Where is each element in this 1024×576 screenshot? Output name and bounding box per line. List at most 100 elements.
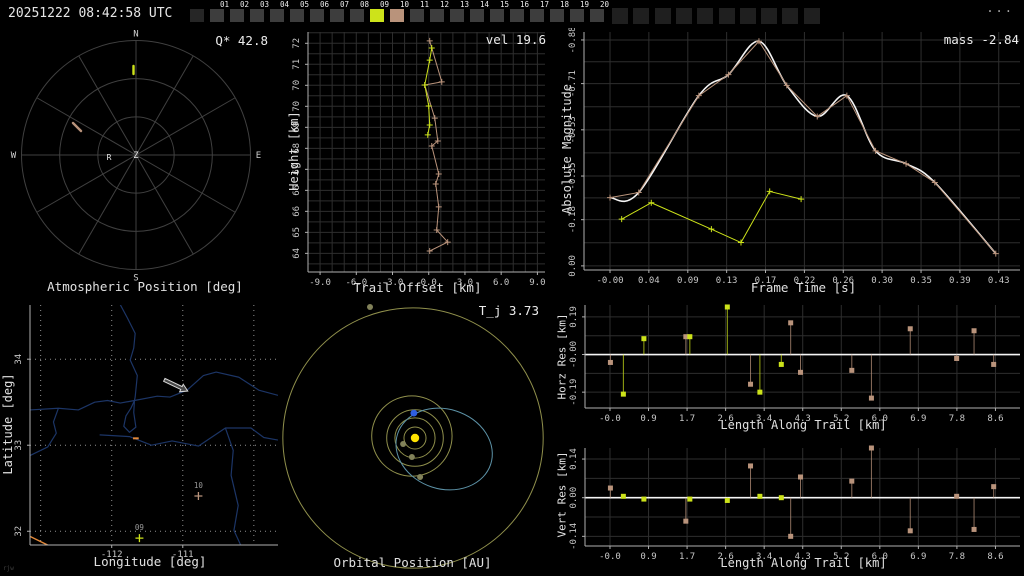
- tab-09-swatch[interactable]: [370, 9, 384, 22]
- tab-slot-empty[interactable]: [612, 8, 628, 24]
- svg-text:32: 32: [14, 526, 24, 537]
- tab-16-swatch[interactable]: [510, 9, 524, 22]
- panel-ground-map: -112 -111 34 33 32 09 10 Longitude [deg] Latit…: [0, 298, 280, 576]
- svg-text:0.00: 0.00: [569, 487, 579, 509]
- tab-08-swatch[interactable]: [350, 9, 364, 22]
- svg-text:-3.0: -3.0: [382, 278, 404, 288]
- tab-13-swatch[interactable]: [450, 9, 464, 22]
- svg-text:Z: Z: [133, 151, 139, 161]
- tab-07-swatch[interactable]: [330, 9, 344, 22]
- tab-17-label: 17: [539, 0, 549, 9]
- svg-text:4.3: 4.3: [795, 414, 811, 424]
- svg-text:72: 72: [292, 38, 302, 49]
- tab-19[interactable]: 19: [570, 0, 589, 26]
- tab-blank[interactable]: [190, 9, 204, 22]
- tab-18-swatch[interactable]: [550, 9, 564, 22]
- tab-03[interactable]: 03: [250, 0, 269, 26]
- svg-text:6.9: 6.9: [910, 414, 926, 424]
- tab-05-swatch[interactable]: [290, 9, 304, 22]
- tab-18-label: 18: [559, 0, 569, 9]
- svg-text:-0.0: -0.0: [599, 414, 621, 424]
- svg-text:66: 66: [292, 206, 302, 217]
- tab-02-swatch[interactable]: [230, 9, 244, 22]
- svg-text:6.0: 6.0: [493, 278, 509, 288]
- trail-offset-plot: -9.0 -6.0 -3.0 0.0 3.0 6.0 9.0 72 71 70 70 69 68 67 66…: [292, 32, 546, 288]
- tab-slot-empty[interactable]: [633, 8, 649, 24]
- svg-text:-111: -111: [172, 550, 194, 560]
- tab-slot-empty[interactable]: [655, 8, 671, 24]
- panel-atmospheric-position: N E S W Z R Q* 42.8 Atmospheric Position [deg…: [0, 28, 290, 298]
- horz-res-plot: -0.0 0.9 1.7 2.6 3.4 4.3 5.2 6.0 6.9 7.8 8.6 0.19 -0…: [569, 304, 1020, 424]
- svg-text:R: R: [107, 153, 112, 162]
- tab-07[interactable]: 07: [330, 0, 349, 26]
- tab-15-label: 15: [499, 0, 509, 9]
- orbit-plot: [282, 303, 544, 569]
- svg-text:2.6: 2.6: [717, 552, 733, 562]
- tab-19-swatch[interactable]: [570, 9, 584, 22]
- tab-slot-empty[interactable]: [697, 8, 713, 24]
- tab-11[interactable]: 11: [410, 0, 429, 26]
- tab-06[interactable]: 06: [310, 0, 329, 26]
- tab-12-swatch[interactable]: [430, 9, 444, 22]
- svg-text:0.26: 0.26: [832, 276, 854, 286]
- tab-06-swatch[interactable]: [310, 9, 324, 22]
- svg-text:-112: -112: [101, 550, 123, 560]
- tab-20-swatch[interactable]: [590, 9, 604, 22]
- svg-text:N: N: [133, 30, 138, 40]
- tab-20[interactable]: 20: [590, 0, 609, 26]
- tab-08[interactable]: 08: [350, 0, 369, 26]
- svg-text:-0.14: -0.14: [569, 523, 579, 550]
- svg-text:0.35: 0.35: [910, 276, 932, 286]
- tab-12[interactable]: 12: [430, 0, 449, 26]
- svg-text:67: 67: [292, 164, 302, 175]
- tab-02[interactable]: 02: [230, 0, 249, 26]
- tab-11-swatch[interactable]: [410, 9, 424, 22]
- tab-09-label: 09: [379, 0, 389, 9]
- svg-text:1.7: 1.7: [679, 414, 695, 424]
- map-xlabel: Longitude [deg]: [93, 554, 207, 569]
- tab-14[interactable]: 14: [470, 0, 489, 26]
- tab-14-swatch[interactable]: [470, 9, 484, 22]
- svg-text:0.19: 0.19: [569, 306, 579, 328]
- tab-01[interactable]: 01: [210, 0, 229, 26]
- tab-04-swatch[interactable]: [270, 9, 284, 22]
- trail-xlabel: Trail Offset [km]: [353, 280, 482, 295]
- tab-09[interactable]: 09: [370, 0, 389, 26]
- tab-slot-empty[interactable]: [804, 8, 820, 24]
- tab-10-swatch[interactable]: [390, 9, 404, 22]
- light-curve-plot: -0.00 0.04 0.09 0.13 0.17 0.22 0.26 0.30 0.35 0.3…: [568, 28, 1020, 286]
- tab-13[interactable]: 13: [450, 0, 469, 26]
- horz-res-xlabel: Length Along Trail [km]: [720, 418, 887, 432]
- tab-slot-empty[interactable]: [719, 8, 735, 24]
- tab-07-label: 07: [339, 0, 349, 9]
- tab-15[interactable]: 15: [490, 0, 509, 26]
- svg-text:4.3: 4.3: [795, 552, 811, 562]
- tab-slot-empty[interactable]: [782, 8, 798, 24]
- svg-text:-0.00: -0.00: [596, 276, 623, 286]
- overflow-menu[interactable]: ...: [986, 1, 1014, 15]
- tab-slot-empty[interactable]: [761, 8, 777, 24]
- tab-slot-empty[interactable]: [676, 8, 692, 24]
- tab-17-swatch[interactable]: [530, 9, 544, 22]
- tab-05[interactable]: 05: [290, 0, 309, 26]
- top-bar: 20251222 08:42:58 UTC 01 02 03 04 05 06 07 08 09…: [0, 0, 1024, 28]
- tab-17[interactable]: 17: [530, 0, 549, 26]
- svg-text:0.30: 0.30: [871, 276, 893, 286]
- tab-16[interactable]: 16: [510, 0, 529, 26]
- tab-15-swatch[interactable]: [490, 9, 504, 22]
- tab-08-label: 08: [359, 0, 369, 9]
- tab-01-swatch[interactable]: [210, 9, 224, 22]
- tab-04[interactable]: 04: [270, 0, 289, 26]
- svg-text:5.2: 5.2: [833, 414, 849, 424]
- svg-text:-0.19: -0.19: [569, 379, 579, 406]
- svg-text:0.9: 0.9: [640, 414, 656, 424]
- svg-text:33: 33: [14, 440, 24, 451]
- tab-03-swatch[interactable]: [250, 9, 264, 22]
- tab-10[interactable]: 10: [390, 0, 409, 26]
- tab-slot-empty[interactable]: [740, 8, 756, 24]
- svg-text:0.39: 0.39: [949, 276, 971, 286]
- svg-text:7.8: 7.8: [949, 414, 965, 424]
- svg-text:6.0: 6.0: [872, 414, 888, 424]
- tab-18[interactable]: 18: [550, 0, 569, 26]
- velocity-title: vel 19.6: [485, 32, 546, 47]
